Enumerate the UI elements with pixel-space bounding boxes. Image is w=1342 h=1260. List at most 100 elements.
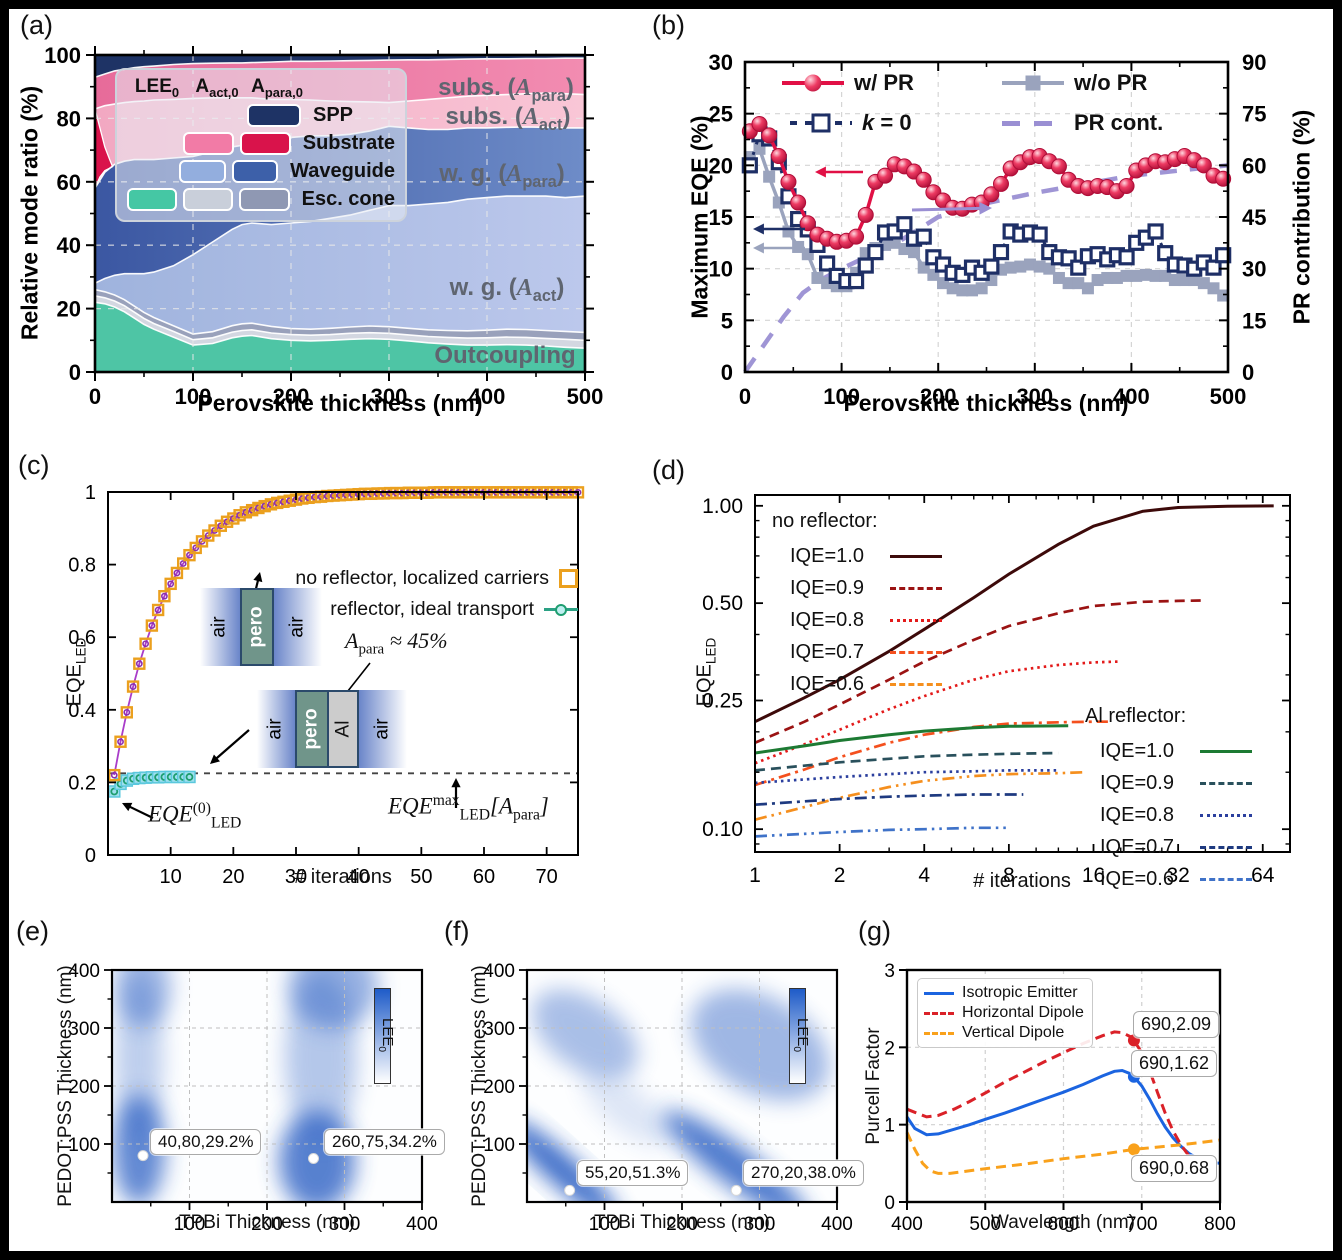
panel-f-colorbar-label: LEE0 (791, 1018, 811, 1053)
svg-text:400: 400 (1113, 384, 1150, 409)
panel-d-xlabel: # iterations (973, 870, 1071, 892)
legend-wo-pr-label: w/o PR (1074, 70, 1148, 95)
line-style-icon (890, 682, 942, 686)
panel-e-colorbar-label: LEE0 (376, 1018, 396, 1053)
panel-a-legend: LEE0 Aact,0 Apara,0 SPP Substrate Waveguid… (115, 68, 407, 222)
panel-c-legend: no reflector, localized carriers reflect… (278, 563, 578, 625)
inset1-air-left-label: air (209, 616, 230, 638)
panel-d-tag: (d) (652, 455, 685, 485)
svg-text:600: 600 (1048, 1214, 1080, 1235)
panel-a-legend-body: SPP Substrate Waveguide Esc. cone (127, 102, 395, 213)
svg-text:75: 75 (1242, 102, 1266, 127)
legend-swatch (183, 187, 234, 211)
svg-text:4: 4 (918, 864, 930, 887)
panel-c-ylabel: EQELED (63, 637, 89, 707)
svg-text:300: 300 (68, 1019, 100, 1040)
legend-entry-iqe-0-6: IQE=0.6 (1100, 863, 1252, 895)
panel-d-legend-al-reflector: IQE=1.0 IQE=0.9 IQE=0.8 IQE=0.7 IQE=0.6 (1100, 735, 1252, 895)
panel-g-legend: Isotropic Emitter Horizontal Dipole Vert… (917, 978, 1093, 1048)
panel-d-group-no-reflector: no reflector: (772, 510, 878, 532)
svg-text:10: 10 (160, 866, 182, 888)
optimum-label-e2: 260,75,34.2% (324, 1129, 445, 1155)
inset2-air-right-label: air (372, 718, 393, 740)
svg-text:64: 64 (1251, 864, 1275, 887)
legend-swatch (127, 187, 178, 211)
legend-no-reflector-label: no reflector, localized carriers (295, 567, 549, 589)
legend-entry-iqe-0-8: IQE=0.8 (1100, 799, 1252, 831)
svg-text:16: 16 (1082, 864, 1105, 887)
inset-air-pero-air: air pero air (200, 588, 322, 666)
panel-f-xlabel: TPBi Thickness (nm) (594, 1212, 770, 1233)
svg-text:0: 0 (85, 845, 96, 867)
svg-text:0.4: 0.4 (68, 700, 96, 722)
open-square-marker-icon (811, 113, 831, 133)
svg-text:0: 0 (1242, 360, 1254, 385)
annotation-eqemax: EQEmaxLED[Apara] (388, 792, 549, 824)
svg-text:5: 5 (721, 308, 733, 333)
svg-text:25: 25 (709, 102, 733, 127)
legend-entry-label: IQE=0.7 (1100, 835, 1174, 858)
legend-wo-pr: w/o PR (1002, 70, 1147, 96)
legend-entry-iqe-0-7: IQE=0.7 (790, 636, 942, 668)
panel-d-legend-no-reflector: IQE=1.0 IQE=0.9 IQE=0.8 IQE=0.7 IQE=0.6 (790, 540, 942, 700)
blue-line-icon (924, 991, 954, 995)
panel-e-tag: (e) (16, 916, 49, 946)
legend-swatch (231, 159, 279, 183)
legend-vertical-label: Vertical Dipole (962, 1024, 1065, 1041)
svg-text:400: 400 (483, 961, 515, 982)
line-style-icon (1200, 877, 1252, 881)
legend-w-pr: w/ PR (782, 70, 914, 96)
svg-text:100: 100 (175, 384, 212, 409)
marker-label-g1: 690,2.09 (1133, 1011, 1220, 1038)
svg-text:300: 300 (744, 1214, 776, 1235)
optimum-label-f1: 55,20,51.3% (577, 1160, 689, 1186)
svg-text:300: 300 (1016, 384, 1053, 409)
legend-row-label: Esc. cone (301, 187, 395, 210)
svg-text:20: 20 (709, 153, 733, 178)
legend-entry-iqe-0-9: IQE=0.9 (790, 572, 942, 604)
legend-swatch (178, 159, 226, 183)
svg-text:1: 1 (884, 1116, 895, 1137)
legend-header-apara0: Apara,0 (251, 76, 303, 100)
svg-text:200: 200 (666, 1214, 698, 1235)
legend-row-label: SPP (313, 103, 354, 126)
svg-text:0: 0 (739, 384, 751, 409)
svg-text:100: 100 (483, 1135, 515, 1156)
svg-text:60: 60 (57, 170, 81, 195)
line-style-icon (890, 618, 942, 622)
svg-text:100: 100 (44, 43, 81, 68)
svg-text:0.6: 0.6 (68, 627, 96, 649)
legend-entry-label: IQE=0.8 (1100, 803, 1174, 826)
legend-entry-iqe-1-0: IQE=1.0 (790, 540, 942, 572)
svg-text:32: 32 (1166, 864, 1189, 887)
svg-text:0.2: 0.2 (68, 772, 96, 794)
legend-horizontal-label: Horizontal Dipole (962, 1004, 1084, 1021)
panel-e-colorbar (374, 988, 391, 1084)
marker-label-g3: 690,0.68 (1131, 1155, 1218, 1182)
svg-text:200: 200 (68, 1077, 100, 1098)
inset-air-pero-al-air: air pero Al air (257, 690, 407, 768)
legend-row-substrate: Substrate (127, 130, 395, 157)
legend-swatch-empty (127, 160, 173, 183)
legend-row-label: Substrate (302, 131, 395, 154)
inset2-pero-label: pero (301, 708, 322, 750)
line-style-icon (1200, 845, 1252, 849)
svg-text:300: 300 (329, 1214, 361, 1235)
legend-header-lee0: LEE0 (134, 76, 180, 100)
svg-text:400: 400 (891, 1214, 923, 1235)
svg-text:400: 400 (469, 384, 506, 409)
legend-entry-iqe-0-6: IQE=0.6 (790, 668, 942, 700)
legend-header-aact0: Aact,0 (195, 76, 239, 100)
panel-g-ylabel: Purcell Factor (863, 1027, 884, 1145)
orange-dashed-line-icon (924, 1031, 954, 1035)
panel-b-ylabel-right: PR contribution (%) (1288, 109, 1315, 325)
panel-d-group-al-reflector: Al reflector: (1085, 705, 1187, 727)
annotation-eqe0: EQE(0)LED (148, 800, 242, 832)
svg-text:300: 300 (483, 1019, 515, 1040)
svg-text:60: 60 (1242, 153, 1266, 178)
legend-row-waveguide: Waveguide (127, 158, 395, 185)
inset1-pero-label: pero (246, 606, 267, 648)
red-dashed-line-icon (924, 1011, 954, 1015)
line-style-icon (890, 586, 942, 590)
legend-entry-label: IQE=0.9 (1100, 771, 1174, 794)
